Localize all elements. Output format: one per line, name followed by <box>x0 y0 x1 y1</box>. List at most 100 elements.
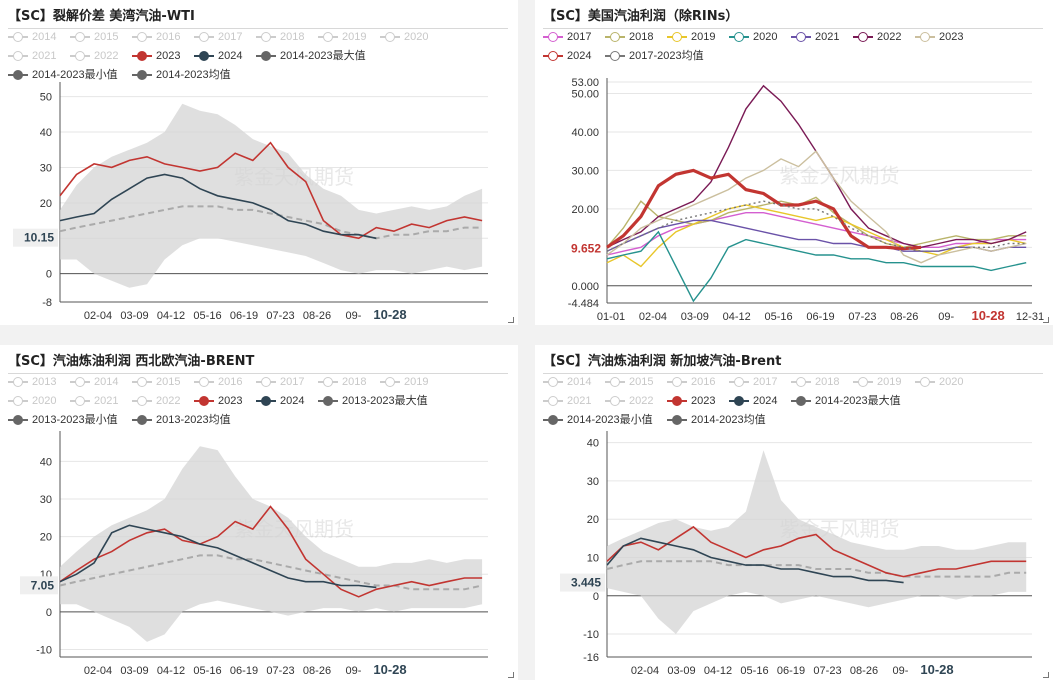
legend-marker-icon <box>194 376 214 388</box>
y-tick-label: -8 <box>42 297 52 309</box>
legend-dot <box>672 396 682 406</box>
legend-dot <box>385 32 395 42</box>
legend-marker-icon <box>8 50 28 62</box>
legend-dot <box>920 377 930 387</box>
x-tick-label: 03-09 <box>667 665 695 677</box>
x-tick-label: 03-09 <box>120 665 148 677</box>
legend-dot <box>548 51 558 61</box>
legend-label: 2019 <box>404 376 429 388</box>
series-2024-line <box>606 537 904 584</box>
series-average-line <box>59 554 483 591</box>
y-tick-label: -10 <box>36 644 52 656</box>
x-tick-label: 08-26 <box>303 665 331 677</box>
resize-handle-icon[interactable] <box>1043 672 1049 678</box>
resize-handle-icon[interactable] <box>508 317 514 323</box>
y-tick-label: 20 <box>40 198 52 210</box>
legend-dot <box>672 32 682 42</box>
y-tick-label: 0 <box>46 607 52 619</box>
resize-handle-icon[interactable] <box>508 672 514 678</box>
resize-handle-icon[interactable] <box>1043 317 1049 323</box>
legend-label: 2021 <box>815 31 840 43</box>
x-tick-label: 09- <box>346 665 362 677</box>
legend-label: 2019 <box>691 31 716 43</box>
grid-lines <box>607 81 1032 304</box>
legend-marker-icon <box>318 31 338 43</box>
legend-label: 2015 <box>629 376 654 388</box>
legend-marker-icon <box>132 414 152 426</box>
panel-us-gasoline-profit: 53.0050.0040.0030.0020.0010.000.000-4.48… <box>535 0 1053 325</box>
legend-dot <box>75 396 85 406</box>
y-tick-label: -4.484 <box>568 298 599 310</box>
legend-dot <box>548 415 558 425</box>
y-tick-label: 40 <box>40 127 52 139</box>
x-tick-label: 02-04 <box>631 665 659 677</box>
panel-gasoline-crack-wti: 50403020100-802-0403-0904-1205-1606-1907… <box>0 0 518 325</box>
legend-label: 2014 <box>32 31 57 43</box>
series-line-2023 <box>606 150 1027 264</box>
legend-label: 2022 <box>94 50 119 62</box>
legend-dot <box>13 32 23 42</box>
legend-label: 2016 <box>218 376 243 388</box>
y-tick-label: 20 <box>587 514 599 526</box>
legend-dot <box>13 377 23 387</box>
y-tick-label: 20.00 <box>571 204 599 216</box>
x-tick-labels: 02-04 03-09 04-12 05-16 06-19 07-23 08-26 09- 10… <box>631 662 954 677</box>
legend-dot <box>323 32 333 42</box>
legend-dot <box>199 377 209 387</box>
legend-label: 2013 <box>32 376 57 388</box>
legend-dot <box>548 377 558 387</box>
legend-marker-icon <box>667 31 687 43</box>
legend-marker-icon <box>256 395 276 407</box>
x-tick-label: 08-26 <box>850 665 878 677</box>
legend-marker-icon <box>543 395 563 407</box>
x-tick-label: 07-23 <box>813 665 841 677</box>
legend-marker-icon <box>667 414 687 426</box>
series-line-2019 <box>606 204 1027 268</box>
legend-label: 2014 <box>567 376 592 388</box>
legend-marker-icon <box>132 31 152 43</box>
x-tick-label: 09- <box>346 310 362 322</box>
series-average-line <box>606 560 1027 578</box>
legend-label: 2018 <box>629 31 654 43</box>
legend-dot <box>610 51 620 61</box>
legend-dot <box>261 396 271 406</box>
legend-dot <box>137 396 147 406</box>
legend-label: 2020 <box>753 31 778 43</box>
series-2024-line <box>59 524 377 589</box>
legend-marker-icon <box>132 376 152 388</box>
legend-dot <box>13 396 23 406</box>
legend-marker-icon <box>8 376 28 388</box>
legend-label: 2020 <box>939 376 964 388</box>
legend-label: 2015 <box>94 31 119 43</box>
series-2023-line <box>606 525 1027 578</box>
legend-marker-icon <box>194 50 214 62</box>
x-tick-label: 05-16 <box>765 311 793 323</box>
legend-marker-icon <box>667 376 687 388</box>
y-tick-labels: 53.0050.0040.0030.0020.0010.000.000-4.48… <box>568 77 599 310</box>
last-value-label: 9.652 <box>571 242 601 256</box>
legend-dot <box>672 415 682 425</box>
legend-dot <box>75 51 85 61</box>
x-tick-label: 07-23 <box>266 665 294 677</box>
x-tick-label: 05-16 <box>193 665 221 677</box>
legend-label: 2013-2023最小值 <box>32 414 118 426</box>
x-tick-label: 06-19 <box>806 311 834 323</box>
x-tick-label: 03-09 <box>681 311 709 323</box>
legend-dot <box>734 377 744 387</box>
legend-dot <box>548 396 558 406</box>
x-tick-label: 04-12 <box>157 665 185 677</box>
legend-label: 2023 <box>156 50 181 62</box>
y-tick-label: 0 <box>593 591 599 603</box>
legend-marker-icon <box>194 31 214 43</box>
legend-marker-icon <box>70 50 90 62</box>
legend-marker-icon <box>8 395 28 407</box>
series-min-max-band <box>60 103 483 288</box>
legend-label: 2015 <box>156 376 181 388</box>
y-tick-label: 0 <box>46 269 52 281</box>
legend-marker-icon <box>70 31 90 43</box>
y-tick-label: 40 <box>587 438 599 450</box>
legend-dot <box>13 51 23 61</box>
x-tick-label: 04-12 <box>723 311 751 323</box>
legend-dot <box>796 396 806 406</box>
